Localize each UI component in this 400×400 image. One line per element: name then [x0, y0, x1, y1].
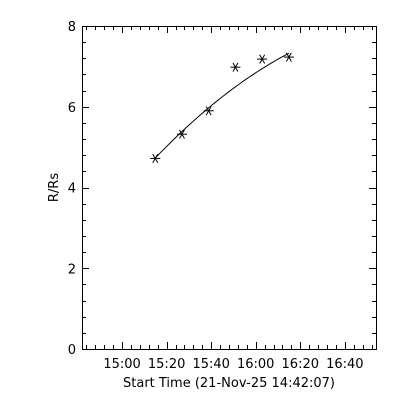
x-tick-label: 16:40	[326, 357, 363, 372]
marker-stroke	[259, 54, 266, 64]
marker-stroke	[285, 52, 292, 62]
data-point-marker	[257, 54, 268, 64]
fit-curve	[154, 52, 290, 159]
marker-stroke	[205, 106, 212, 116]
y-tick-label: 6	[68, 101, 76, 116]
data-point-marker	[150, 153, 161, 164]
y-tick-label: 0	[68, 343, 76, 358]
data-markers	[150, 52, 294, 164]
x-axis-title: Start Time (21-Nov-25 14:42:07)	[123, 376, 335, 391]
x-tick-label: 15:00	[103, 357, 140, 372]
x-tick-label: 16:00	[237, 357, 274, 372]
y-axis-title: R/Rs	[47, 173, 62, 202]
y-axis-tick-labels: 0 2 4 6 8	[68, 20, 76, 358]
data-point-marker	[176, 129, 187, 139]
y-tick-label: 2	[68, 262, 76, 277]
x-axis-tick-labels: 15:00 15:20 15:40 16:00 16:20 16:40	[103, 357, 363, 372]
x-tick-label: 16:20	[282, 357, 319, 372]
marker-stroke	[179, 129, 185, 139]
data-point-marker	[283, 52, 294, 62]
plot-frame	[82, 26, 377, 350]
y-tick-label: 4	[68, 182, 76, 197]
y-axis-ticks	[82, 26, 376, 350]
data-point-marker	[203, 106, 214, 116]
x-tick-label: 15:40	[192, 357, 229, 372]
x-tick-label: 15:20	[148, 357, 185, 372]
marker-stroke	[152, 153, 159, 164]
data-point-marker	[230, 62, 241, 72]
marker-stroke	[232, 62, 239, 72]
x-axis-ticks	[86, 26, 373, 349]
y-tick-label: 8	[68, 20, 76, 35]
